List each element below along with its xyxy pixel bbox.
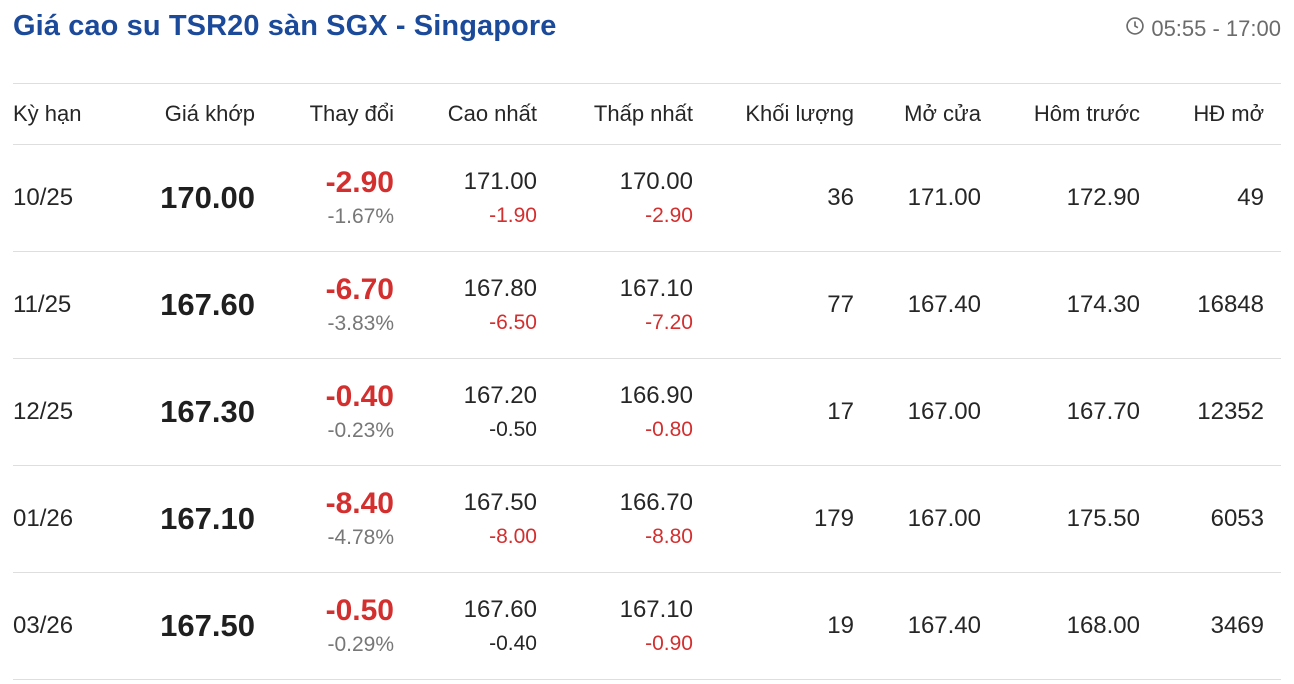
table-header-row: Kỳ hạn Giá khớp Thay đổi Cao nhất Thấp n… (13, 84, 1281, 145)
prev-cell: 168.00 (1066, 612, 1140, 639)
high-diff: -6.50 (489, 311, 537, 334)
price-cell: 167.30 (160, 394, 255, 429)
change-percent: -0.29% (327, 633, 394, 656)
header-volume[interactable]: Khối lượng (745, 101, 854, 126)
open-interest-cell: 6053 (1210, 505, 1264, 532)
header-term[interactable]: Kỳ hạn (13, 101, 82, 126)
high-diff: -0.50 (489, 418, 537, 441)
term-cell: 03/26 (13, 612, 74, 639)
high-diff: -0.40 (489, 632, 537, 655)
low-value: 167.10 (619, 275, 693, 302)
header-change[interactable]: Thay đổi (309, 101, 394, 126)
low-value: 166.70 (619, 489, 693, 516)
change-cell: -0.50 -0.29% (255, 593, 394, 659)
header-prev[interactable]: Hôm trước (1033, 101, 1140, 126)
header-high[interactable]: Cao nhất (447, 101, 537, 126)
high-cell: 167.60 -0.40 (394, 594, 537, 658)
low-cell: 170.00 -2.90 (537, 166, 693, 230)
low-diff: -8.80 (645, 525, 693, 548)
volume-cell: 179 (813, 505, 854, 532)
high-value: 167.50 (463, 489, 537, 516)
low-value: 170.00 (619, 168, 693, 195)
header-price[interactable]: Giá khớp (164, 101, 255, 126)
change-cell: -2.90 -1.67% (255, 165, 394, 231)
trading-hours: 05:55 - 17:00 (1125, 16, 1281, 42)
low-diff: -2.90 (645, 204, 693, 227)
table-row[interactable]: 12/25 167.30 -0.40 -0.23% 167.20 -0.50 166.90 -… (13, 359, 1281, 466)
prev-cell: 175.50 (1066, 505, 1140, 532)
change-percent: -4.78% (327, 526, 394, 549)
header-open[interactable]: Mở cửa (904, 101, 981, 126)
table-top-divider (13, 83, 1281, 84)
table-row[interactable]: 01/26 167.10 -8.40 -4.78% 167.50 -8.00 166.70 -… (13, 466, 1281, 573)
high-value: 171.00 (463, 168, 537, 195)
header-low[interactable]: Thấp nhất (593, 101, 693, 126)
low-cell: 167.10 -0.90 (537, 594, 693, 658)
price-cell: 170.00 (160, 180, 255, 215)
low-diff: -0.80 (645, 418, 693, 441)
low-diff: -0.90 (645, 632, 693, 655)
price-cell: 167.60 (160, 287, 255, 322)
term-cell: 10/25 (13, 184, 74, 211)
price-cell: 167.10 (160, 501, 255, 536)
open-cell: 167.00 (907, 505, 981, 532)
open-cell: 167.00 (907, 398, 981, 425)
high-cell: 167.80 -6.50 (394, 273, 537, 337)
low-value: 167.10 (619, 596, 693, 623)
open-cell: 171.00 (907, 184, 981, 211)
change-value: -0.50 (325, 594, 394, 627)
open-interest-cell: 3469 (1210, 612, 1264, 639)
table-row[interactable]: 10/25 170.00 -2.90 -1.67% 171.00 -1.90 170.00-… (13, 145, 1281, 252)
open-interest-cell: 12352 (1197, 398, 1264, 425)
open-interest-cell: 49 (1237, 184, 1264, 211)
change-percent: -1.67% (327, 205, 394, 228)
change-percent: -3.83% (327, 312, 394, 335)
open-cell: 167.40 (907, 291, 981, 318)
change-value: -6.70 (325, 273, 394, 306)
volume-cell: 77 (827, 291, 854, 318)
price-table: Kỳ hạn Giá khớp Thay đổi Cao nhất Thấp n… (13, 84, 1281, 680)
volume-cell: 17 (827, 398, 854, 425)
prev-cell: 167.70 (1066, 398, 1140, 425)
open-interest-cell: 16848 (1197, 291, 1264, 318)
volume-cell: 19 (827, 612, 854, 639)
trading-hours-text: 05:55 - 17:00 (1151, 16, 1281, 41)
high-cell: 167.20 -0.50 (394, 380, 537, 444)
volume-cell: 36 (827, 184, 854, 211)
high-cell: 171.00 -1.90 (394, 166, 537, 230)
high-cell: 167.50 -8.00 (394, 487, 537, 551)
low-diff: -7.20 (645, 311, 693, 334)
change-value: -0.40 (325, 380, 394, 413)
clock-icon (1125, 16, 1151, 42)
change-percent: -0.23% (327, 419, 394, 442)
header-open-interest[interactable]: HĐ mở (1193, 101, 1264, 126)
table-body: 10/25 170.00 -2.90 -1.67% 171.00 -1.90 170.00-… (13, 145, 1281, 680)
high-value: 167.60 (463, 596, 537, 623)
low-cell: 166.90 -0.80 (537, 380, 693, 444)
change-cell: -6.70 -3.83% (255, 272, 394, 338)
term-cell: 11/25 (13, 291, 72, 318)
prev-cell: 172.90 (1066, 184, 1140, 211)
low-cell: 166.70 -8.80 (537, 487, 693, 551)
change-value: -8.40 (325, 487, 394, 520)
page-title: Giá cao su TSR20 sàn SGX - Singapore (13, 10, 557, 42)
price-cell: 167.50 (160, 608, 255, 643)
change-cell: -0.40 -0.23% (255, 379, 394, 445)
term-cell: 12/25 (13, 398, 74, 425)
table-row[interactable]: 03/26 167.50 -0.50 -0.29% 167.60 -0.40 167.10 -… (13, 573, 1281, 680)
term-cell: 01/26 (13, 505, 74, 532)
prev-cell: 174.30 (1066, 291, 1140, 318)
high-value: 167.20 (463, 382, 537, 409)
change-value: -2.90 (325, 166, 394, 199)
table-row[interactable]: 11/25 167.60 -6.70 -3.83% 167.80 -6.50 167.10 -… (13, 252, 1281, 359)
high-diff: -8.00 (489, 525, 537, 548)
change-cell: -8.40 -4.78% (255, 486, 394, 552)
low-value: 166.90 (619, 382, 693, 409)
high-diff: -1.90 (489, 204, 537, 227)
open-cell: 167.40 (907, 612, 981, 639)
low-cell: 167.10 -7.20 (537, 273, 693, 337)
high-value: 167.80 (463, 275, 537, 302)
